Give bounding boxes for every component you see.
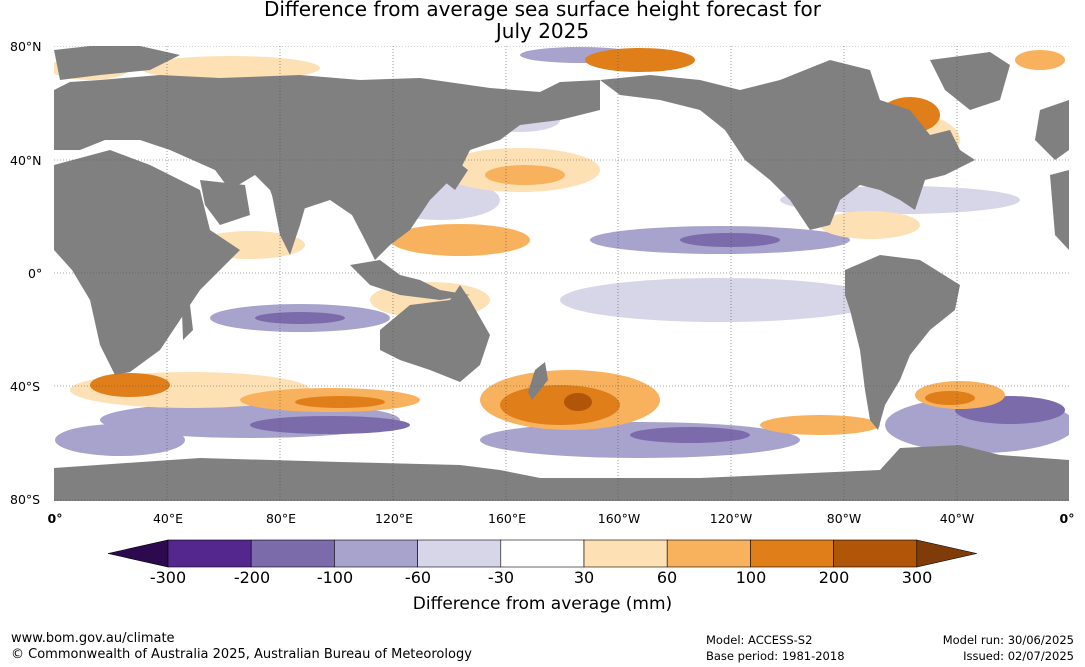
colorbar-tick-label: 100 xyxy=(735,568,767,587)
land-arabia xyxy=(200,180,250,225)
land-europe-east xyxy=(1035,100,1069,160)
land-africa-west xyxy=(1050,170,1069,250)
lat-label-80n: 80°N xyxy=(10,39,42,54)
land-greenland xyxy=(930,52,1010,110)
lat-label-80s: 80°S xyxy=(10,492,41,507)
colorbar-tick-label: -100 xyxy=(316,568,354,587)
colorbar-swatch xyxy=(417,539,502,568)
footer-model: Model: ACCESS-S2 xyxy=(706,633,813,647)
colorbar-tick-label: -30 xyxy=(487,568,515,587)
land-newzealand xyxy=(528,362,548,400)
chart-title-line2: July 2025 xyxy=(495,19,590,43)
colorbar-swatch xyxy=(666,539,751,568)
chart-title-line1: Difference from average sea surface heig… xyxy=(263,0,822,21)
colorbar-tick-label: 60 xyxy=(656,568,678,587)
lat-label-40n: 40°N xyxy=(10,153,42,168)
colorbar-swatch xyxy=(500,539,585,568)
lat-label-40s: 40°S xyxy=(10,379,41,394)
colorbar-title: Difference from average (mm) xyxy=(412,594,673,614)
colorbar-tick-label: 30 xyxy=(573,568,595,587)
lon-label-40e: 40°E xyxy=(152,511,184,526)
colorbar-swatch xyxy=(250,539,335,568)
land-japan xyxy=(445,160,468,190)
lon-label-160w: 160°W xyxy=(597,511,641,526)
colorbar-tick-label: -300 xyxy=(149,568,187,587)
land-australia xyxy=(380,285,490,382)
lon-label-0-left: 0° xyxy=(47,511,63,526)
land-africa xyxy=(54,150,240,375)
land-antarctica xyxy=(54,445,1069,501)
colorbar-swatch xyxy=(583,539,668,568)
footer-issued: Issued: 02/07/2025 xyxy=(963,649,1074,663)
lon-label-80e: 80°E xyxy=(265,511,297,526)
anomaly-patches xyxy=(54,47,1069,458)
colorbar xyxy=(107,539,977,568)
lon-label-160e: 160°E xyxy=(487,511,527,526)
footer-copyright: © Commonwealth of Australia 2025, Austra… xyxy=(11,647,472,662)
lat-label-0: 0° xyxy=(28,266,43,281)
lon-label-40w: 40°W xyxy=(939,511,975,526)
colorbar-swatch xyxy=(750,539,834,568)
land xyxy=(54,46,1069,501)
lon-label-120e: 120°E xyxy=(374,511,414,526)
lon-label-80w: 80°W xyxy=(826,511,862,526)
colorbar-extend-high xyxy=(916,539,977,568)
colorbar-tick-label: 200 xyxy=(818,568,850,587)
colorbar-tick-label: -60 xyxy=(404,568,432,587)
land-indonesia xyxy=(350,260,470,300)
footer-url: www.bom.gov.au/climate xyxy=(11,631,175,646)
colorbar-swatch xyxy=(334,539,418,568)
colorbar-tick-label: 300 xyxy=(901,568,933,587)
colorbar-tick-label: -200 xyxy=(233,568,271,587)
lon-label-0-right: 0° xyxy=(1059,511,1075,526)
footer-model-run: Model run: 30/06/2025 xyxy=(942,633,1074,647)
footer-base-period: Base period: 1981-2018 xyxy=(706,649,845,663)
colorbar-swatch xyxy=(167,539,252,568)
land-madagascar xyxy=(182,305,193,340)
lon-label-120w: 120°W xyxy=(709,511,753,526)
land-north-america xyxy=(600,60,975,230)
colorbar-swatch xyxy=(833,539,918,568)
land-scandinavia xyxy=(54,46,180,80)
colorbar-extend-low xyxy=(107,539,169,568)
map-area xyxy=(54,46,1069,501)
land-eurasia xyxy=(54,75,600,260)
graticule xyxy=(54,46,1069,501)
